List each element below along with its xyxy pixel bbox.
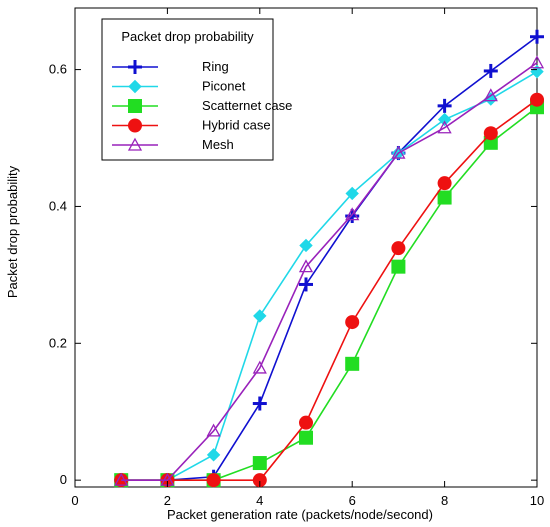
legend-label: Ring	[202, 59, 229, 74]
x-tick-label: 10	[530, 493, 544, 508]
data-point-mesh	[206, 423, 221, 437]
data-point-piconet	[253, 309, 267, 323]
legend-item-hybrid-case: Hybrid case	[112, 118, 271, 133]
data-point-hybrid-case	[345, 315, 360, 330]
data-point-scatternet-case	[345, 356, 360, 371]
data-point-hybrid-case	[530, 92, 544, 107]
legend-label: Scatternet case	[202, 98, 292, 113]
y-axis-label: Packet drop probability	[5, 165, 20, 298]
legend-box	[101, 18, 274, 161]
plot-area	[74, 7, 538, 488]
data-point-ring	[483, 63, 498, 78]
data-point-scatternet-case	[483, 135, 498, 150]
x-tick-label: 6	[349, 493, 356, 508]
series-mesh	[114, 55, 545, 486]
data-point-hybrid-case	[437, 176, 452, 191]
data-point-mesh	[483, 88, 498, 102]
series-line-hybrid-case	[121, 99, 538, 481]
data-point-scatternet-case	[252, 456, 267, 471]
data-point-mesh	[391, 145, 406, 159]
series-line-mesh	[121, 62, 538, 481]
legend-marker	[128, 99, 142, 113]
legend-title: Packet drop probability	[121, 29, 254, 44]
x-tick-label: 4	[256, 493, 263, 508]
x-axis-label: Packet generation rate (packets/node/sec…	[167, 507, 433, 522]
data-point-scatternet-case	[299, 430, 313, 445]
data-point-mesh	[252, 360, 267, 374]
y-tick-label: 0.6	[49, 62, 67, 77]
data-point-ring	[252, 396, 267, 411]
legend-marker	[128, 79, 142, 94]
legend-marker	[127, 137, 143, 151]
x-tick-label: 2	[164, 493, 171, 508]
data-point-piconet	[345, 186, 359, 201]
data-point-mesh	[114, 472, 129, 486]
data-point-mesh	[345, 207, 360, 221]
legend-marker	[128, 60, 142, 74]
legend-label: Hybrid case	[202, 118, 271, 133]
data-point-hybrid-case	[391, 241, 406, 256]
data-point-hybrid-case	[206, 473, 221, 488]
legend-label: Piconet	[202, 79, 246, 94]
x-tick-label: 0	[71, 493, 78, 508]
data-point-scatternet-case	[391, 259, 406, 274]
series-line-piconet	[121, 70, 538, 481]
data-point-ring	[530, 29, 544, 44]
series-layer	[114, 29, 545, 488]
data-point-piconet	[206, 448, 221, 462]
data-point-ring	[299, 277, 313, 292]
series-line-scatternet-case	[121, 106, 538, 481]
y-tick-label: 0.2	[49, 335, 67, 350]
data-point-mesh	[529, 55, 545, 69]
y-tick-label: 0.4	[49, 198, 67, 213]
legend-item-piconet: Piconet	[112, 79, 246, 94]
data-point-scatternet-case	[437, 190, 452, 205]
data-point-mesh	[437, 120, 452, 134]
series-line-ring	[121, 36, 538, 481]
data-point-hybrid-case	[483, 126, 498, 141]
plot-border	[74, 7, 538, 488]
data-point-piconet	[437, 112, 452, 127]
ticks-layer: 0 2 4 6 8 10 0 0.2 0.4 0.6	[49, 8, 544, 508]
data-point-hybrid-case	[252, 473, 267, 488]
y-tick-label: 0	[60, 472, 67, 487]
data-point-hybrid-case	[299, 415, 313, 430]
legend-item-scatternet-case: Scatternet case	[112, 98, 292, 113]
data-point-piconet	[299, 238, 313, 253]
legend-item-mesh: Mesh	[112, 137, 234, 152]
legend: Packet drop probability Ring Piconet Scatte…	[101, 18, 292, 161]
data-point-ring	[437, 98, 452, 113]
data-point-mesh	[298, 259, 314, 273]
legend-marker	[128, 118, 142, 133]
x-tick-label: 8	[441, 493, 448, 508]
legend-label: Mesh	[202, 137, 234, 152]
legend-item-ring: Ring	[112, 59, 229, 74]
